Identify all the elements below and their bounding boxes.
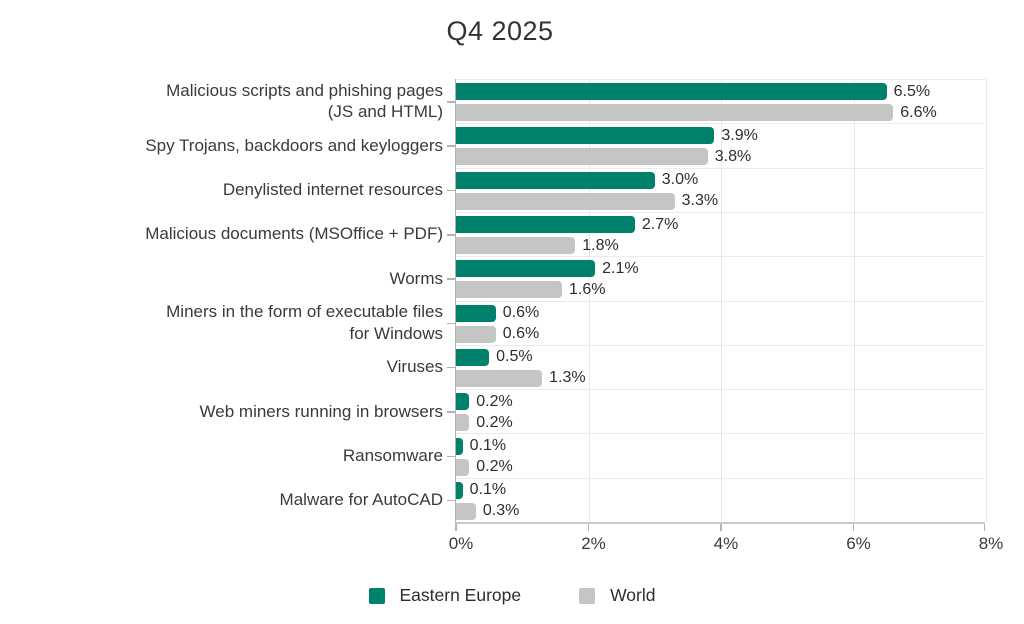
value-label-world: 3.8% bbox=[714, 147, 752, 165]
bar-eastern-europe bbox=[456, 481, 463, 499]
chart-row-ransomware: 0.1% 0.2% bbox=[447, 433, 985, 477]
value-label-world: 6.6% bbox=[900, 103, 937, 121]
value-label-eastern-europe: 0.1% bbox=[469, 437, 507, 455]
bar-world bbox=[456, 502, 476, 520]
value-label-eastern-europe: 0.6% bbox=[502, 304, 540, 322]
value-label-world: 0.3% bbox=[482, 502, 520, 520]
category-tick bbox=[447, 101, 455, 103]
bar-world bbox=[456, 192, 675, 210]
category-tick bbox=[447, 455, 455, 458]
x-tick-label-2: 2% bbox=[581, 534, 606, 553]
bar-world bbox=[456, 237, 576, 255]
value-label-world: 0.6% bbox=[502, 325, 540, 343]
bar-eastern-europe bbox=[456, 171, 655, 189]
bar-eastern-europe bbox=[456, 304, 496, 322]
bar-world bbox=[456, 104, 894, 122]
bar-world bbox=[456, 458, 470, 476]
chart-row-worms: 2.1% 1.6% bbox=[447, 256, 985, 300]
chart-row-viruses: 0.5% 1.3% bbox=[447, 344, 985, 389]
category-tick bbox=[447, 189, 455, 192]
x-tick-label-0: 0% bbox=[448, 534, 474, 553]
category-tick bbox=[447, 278, 455, 280]
value-label-eastern-europe: 2.7% bbox=[641, 215, 679, 233]
bar-eastern-europe bbox=[456, 348, 490, 366]
chart-row-malware-for-autocad: 0.1% 0.3% bbox=[447, 477, 985, 522]
x-tick-mark bbox=[983, 524, 985, 531]
value-label-eastern-europe: 6.5% bbox=[893, 82, 931, 100]
value-label-world: 1.6% bbox=[569, 280, 606, 298]
legend-item-world: World bbox=[579, 585, 656, 606]
chart-title: Q4 2025 bbox=[446, 16, 554, 46]
chart-row-web-miners-running-in-browsers: 0.2% 0.2% bbox=[447, 389, 985, 433]
legend-label-eastern-europe: Eastern Europe bbox=[399, 585, 522, 605]
x-tick-mark bbox=[455, 524, 457, 531]
chart-row-miners-in-the-form-of-executable-files: 0.6% 0.6% bbox=[447, 300, 985, 345]
category-label-malware-for-autocad: Malware for AutoCAD bbox=[279, 490, 443, 510]
x-tick-label-8: 8% bbox=[978, 534, 1004, 553]
x-axis: 0% 2% 4% 6% 8% bbox=[449, 522, 1003, 562]
bar-eastern-europe bbox=[456, 260, 596, 278]
bar-world bbox=[456, 325, 496, 343]
category-label-web-miners-running-in-browsers: Web miners running in browsers bbox=[199, 401, 443, 421]
bar-world bbox=[456, 369, 543, 387]
value-label-world: 0.2% bbox=[476, 413, 513, 431]
gridline-8 bbox=[986, 79, 987, 522]
bar-eastern-europe bbox=[456, 437, 463, 455]
bar-world bbox=[456, 414, 470, 432]
value-label-eastern-europe: 0.1% bbox=[469, 481, 507, 499]
chart-legend: Eastern Europe World bbox=[0, 585, 1024, 606]
chart-row-spy-trojans-backdoors-and-keyloggers: 3.9% 3.8% bbox=[447, 123, 985, 167]
category-tick bbox=[447, 411, 455, 413]
value-label-eastern-europe: 2.1% bbox=[602, 259, 639, 277]
x-tick-label-6: 6% bbox=[846, 534, 871, 553]
chart-row-malicious-documents-msoffice-pdf: 2.7% 1.8% bbox=[447, 211, 985, 256]
bar-eastern-europe bbox=[456, 393, 470, 411]
category-label-malicious-documents-msoffice-pdf: Malicious documents (MSOffice + PDF) bbox=[145, 224, 443, 244]
category-label-viruses: Viruses bbox=[386, 357, 443, 377]
chart-row-denylisted-internet-resources: 3.0% 3.3% bbox=[447, 167, 985, 212]
bar-world bbox=[456, 148, 708, 166]
x-tick-mark bbox=[852, 524, 854, 531]
category-label-worms: Worms bbox=[389, 268, 443, 288]
chart-row-malicious-scripts-and-phishing-pages: 6.5% 6.6% bbox=[447, 79, 985, 123]
bar-eastern-europe bbox=[456, 216, 635, 234]
category-label-malicious-scripts-and-phishing-pages: Malicious scripts and phishing pages (JS… bbox=[166, 80, 443, 122]
legend-item-eastern-europe: Eastern Europe bbox=[368, 585, 522, 606]
x-tick-label-4: 4% bbox=[713, 534, 739, 553]
bar-eastern-europe bbox=[456, 127, 715, 145]
value-label-eastern-europe: 3.0% bbox=[661, 171, 699, 189]
category-tick bbox=[447, 234, 455, 236]
category-tick bbox=[447, 322, 455, 325]
category-tick bbox=[447, 145, 455, 147]
value-label-eastern-europe: 3.9% bbox=[721, 126, 758, 144]
value-label-world: 1.8% bbox=[582, 236, 619, 254]
value-label-world: 0.2% bbox=[476, 458, 513, 476]
category-tick bbox=[447, 366, 455, 369]
bar-plot-area: 6.5% 6.6% 3.9% 3.8% 3.0% 3.3% 2.7% 1.8% 2.1% 1.6%… bbox=[447, 79, 987, 522]
legend-swatch-world bbox=[579, 587, 596, 604]
bar-world bbox=[456, 281, 562, 299]
category-label-miners-in-the-form-of-executable-files: Miners in the form of executable files f… bbox=[166, 302, 443, 343]
value-label-eastern-europe: 0.5% bbox=[496, 348, 533, 366]
legend-swatch-eastern-europe bbox=[368, 587, 385, 604]
x-tick-mark bbox=[720, 524, 722, 531]
x-tick-mark bbox=[587, 524, 589, 531]
category-label-denylisted-internet-resources: Denylisted internet resources bbox=[222, 180, 443, 200]
legend-label-world: World bbox=[610, 585, 656, 605]
category-label-ransomware: Ransomware bbox=[342, 445, 443, 465]
category-tick bbox=[447, 499, 455, 502]
category-label-spy-trojans-backdoors-and-keyloggers: Spy Trojans, backdoors and keyloggers bbox=[145, 135, 443, 155]
value-label-eastern-europe: 0.2% bbox=[476, 392, 513, 410]
value-label-world: 3.3% bbox=[681, 192, 719, 210]
bar-eastern-europe bbox=[456, 83, 887, 101]
value-label-world: 1.3% bbox=[549, 369, 586, 387]
category-labels: Malicious scripts and phishing pages (JS… bbox=[0, 79, 443, 522]
